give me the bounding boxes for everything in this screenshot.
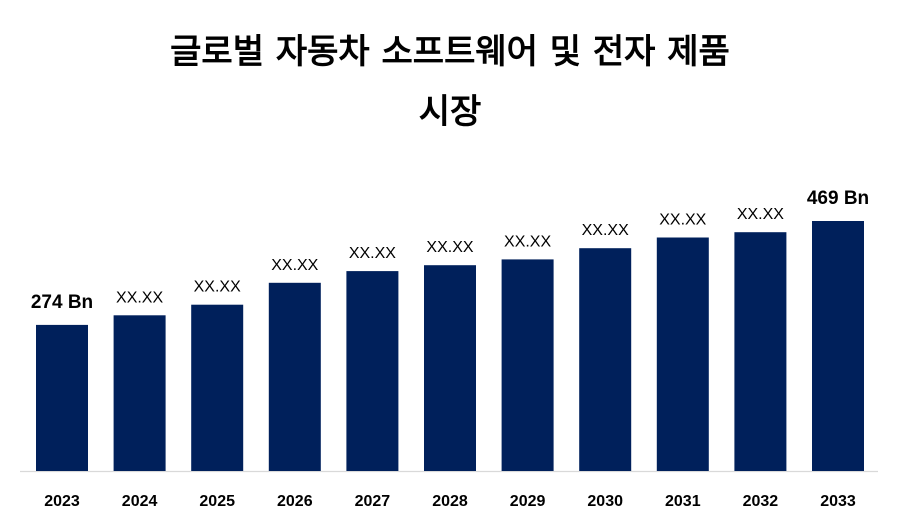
bar-2030 (579, 248, 632, 471)
data-label-2033: 469 Bn (807, 188, 869, 209)
x-tick-label-2029: 2029 (510, 493, 546, 510)
x-tick-label-2023: 2023 (44, 493, 80, 510)
bar-2028 (424, 265, 476, 471)
bar-2029 (501, 259, 554, 471)
data-label-2027: XX.XX (349, 245, 396, 262)
x-tick-label-2032: 2032 (743, 493, 779, 510)
data-label-2030: XX.XX (582, 222, 629, 239)
x-tick-label-2031: 2031 (665, 493, 701, 510)
bar-2033 (812, 221, 864, 471)
data-label-2028: XX.XX (426, 239, 473, 256)
bar-2026 (268, 282, 321, 471)
chart-title-line-2: 시장 (418, 92, 482, 132)
chart-title: 글로벌 자동차 소프트웨어 및 전자 제품 시장 (0, 22, 900, 142)
bar-2025 (191, 304, 244, 471)
x-tick-label-2028: 2028 (432, 493, 468, 510)
data-label-2025: XX.XX (194, 279, 241, 296)
chart-title-line-1: 글로벌 자동차 소프트웨어 및 전자 제품 (170, 32, 730, 72)
bar-2032 (734, 232, 787, 471)
bar-2031 (656, 237, 709, 471)
data-label-2026: XX.XX (271, 257, 318, 274)
data-label-2031: XX.XX (659, 212, 706, 229)
x-tick-label-2027: 2027 (355, 493, 391, 510)
x-tick-label-2033: 2033 (820, 493, 856, 510)
bar-2023 (36, 324, 88, 471)
x-tick-label-2024: 2024 (122, 493, 158, 510)
x-tick-label-2025: 2025 (199, 493, 235, 510)
x-tick-label-2030: 2030 (587, 493, 623, 510)
x-tick-label-2026: 2026 (277, 493, 313, 510)
data-label-2029: XX.XX (504, 233, 551, 250)
data-label-2023: 274 Bn (31, 292, 93, 313)
data-label-2032: XX.XX (737, 206, 784, 223)
bar-2027 (346, 271, 399, 471)
bar-2024 (113, 315, 166, 471)
data-label-2024: XX.XX (116, 289, 163, 306)
